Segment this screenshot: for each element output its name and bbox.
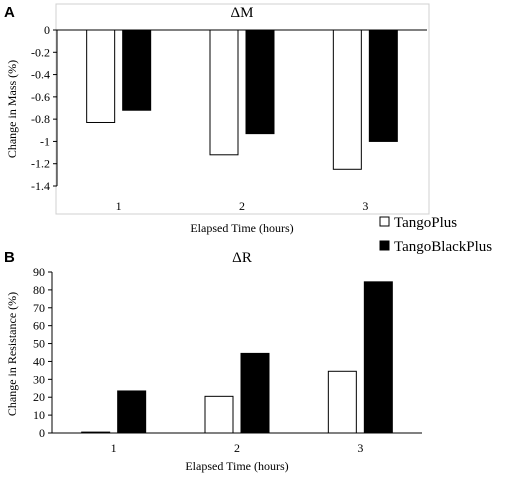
- panel-b-y-axis-label: Change in Resistance (%): [5, 292, 19, 416]
- y-tick-label: -0.6: [31, 90, 50, 104]
- legend: TangoPlus TangoBlackPlus: [379, 215, 492, 255]
- y-tick-label: -0.4: [31, 68, 50, 82]
- panel-a-y-axis-label: Change in Mass (%): [5, 60, 19, 158]
- y-tick-label: -1.2: [31, 157, 50, 171]
- x-tick-label: 1: [111, 441, 117, 455]
- y-tick-label: -1.4: [31, 179, 50, 193]
- bar-tangoblackplus-3: [368, 29, 398, 142]
- panel-a-x-axis-label: Elapsed Time (hours): [190, 221, 293, 235]
- y-tick-label: 50: [33, 337, 45, 351]
- panel-a-title: ΔM: [231, 5, 254, 21]
- bar-tangoplus-3: [327, 370, 357, 434]
- bar-tangoblackplus-3: [363, 281, 393, 434]
- y-tick-label: 30: [33, 372, 45, 386]
- bar-tangoblackplus-1: [117, 390, 147, 434]
- x-tick-label: 3: [357, 441, 363, 455]
- y-tick-label: 20: [33, 390, 45, 404]
- panel-a-plot: 0 -0.2 -0.4 -0.6 -0.8 -1 -1.2 -1.4 1 2 3: [31, 23, 427, 213]
- panel-b: B ΔR Change in Resistance (%) Elapsed Ti…: [4, 249, 422, 473]
- y-tick-label: 0: [44, 23, 50, 37]
- y-tick-label: 60: [33, 319, 45, 333]
- panel-a-letter: A: [4, 4, 15, 21]
- bar-tangoplus-3: [332, 29, 362, 170]
- y-tick-label: 0: [39, 426, 45, 440]
- panel-a: A ΔM Change in Mass (%) Elapsed Time (ho…: [4, 3, 430, 235]
- x-tick-label: 1: [116, 199, 122, 213]
- y-tick-label: 70: [33, 301, 45, 315]
- bar-tangoblackplus-2: [240, 352, 270, 434]
- bar-tangoplus-1: [86, 29, 116, 123]
- y-tick-label: 80: [33, 283, 45, 297]
- y-tick-label: 10: [33, 408, 45, 422]
- bar-tangoblackplus-1: [122, 29, 152, 111]
- x-tick-label: 2: [234, 441, 240, 455]
- legend-swatch-tangoplus: [379, 216, 390, 227]
- y-tick-label: -1: [40, 134, 50, 148]
- y-tick-label: -0.8: [31, 112, 50, 126]
- y-tick-label: -0.2: [31, 45, 50, 59]
- panel-b-letter: B: [4, 249, 15, 266]
- bar-tangoplus-2: [209, 29, 239, 156]
- bar-tangoplus-2: [204, 395, 234, 434]
- panel-b-title: ΔR: [232, 250, 252, 266]
- x-tick-label: 3: [362, 199, 368, 213]
- legend-label-tangoblackplus: TangoBlackPlus: [394, 239, 492, 255]
- panel-b-plot: 0 10 20 30 40 50 60 70 80 90 1 2 3: [33, 265, 422, 455]
- panel-b-x-axis-label: Elapsed Time (hours): [185, 459, 288, 473]
- panel-a-chart-frame: [55, 3, 430, 215]
- legend-label-tangoplus: TangoPlus: [394, 215, 457, 231]
- y-tick-label: 40: [33, 354, 45, 368]
- y-tick-label: 90: [33, 265, 45, 279]
- legend-swatch-tangoblackplus: [379, 240, 390, 251]
- x-tick-label: 2: [239, 199, 245, 213]
- bar-tangoblackplus-2: [245, 29, 275, 135]
